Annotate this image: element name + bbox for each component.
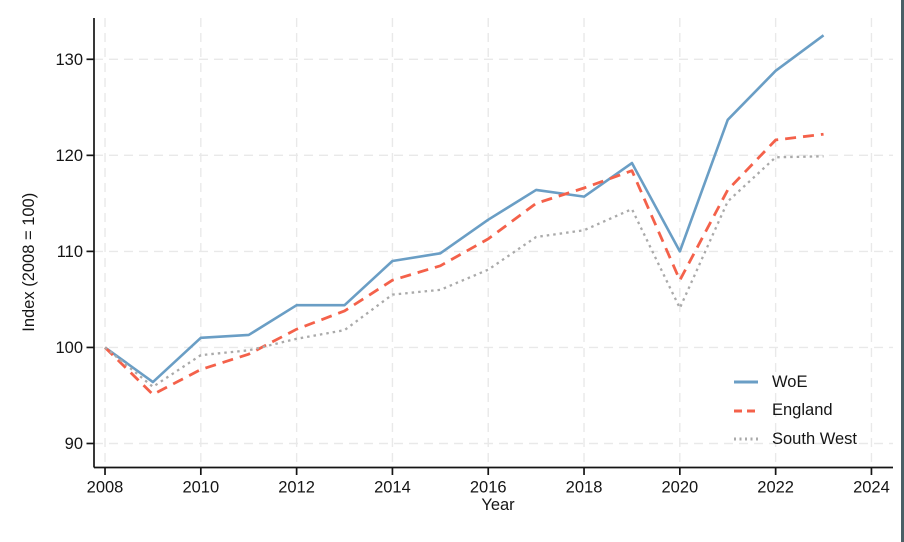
legend-item-south-west: South West [733,425,857,454]
x-tick-label-2020: 2020 [661,479,698,497]
legend-swatch-dashed-line-icon [734,409,758,413]
series-line-england [104,132,824,396]
series-line-woe [104,34,825,384]
x-tick-label-2016: 2016 [470,479,507,497]
x-tick-label-2024: 2024 [853,479,890,497]
y-tick-label-130: 130 [55,51,83,69]
page-right-edge-bar [901,0,904,542]
legend-label-south-west: South West [772,429,857,448]
y-tick-label-90: 90 [65,435,83,453]
legend-item-england: England [733,397,857,426]
y-tick-label-100: 100 [55,339,83,357]
x-tick-label-2012: 2012 [278,479,315,497]
legend-swatch-dotted-line-icon [734,437,758,441]
x-tick-label-2010: 2010 [182,479,219,497]
legend-swatch-solid-line-icon [734,380,758,384]
legend: WoE England South West [733,368,857,454]
x-tick-label-2022: 2022 [757,479,794,497]
y-tick-label-120: 120 [55,147,83,165]
y-axis-title: Index (2008 = 100) [19,192,38,332]
legend-item-woe: WoE [733,368,857,397]
x-tick-label-2014: 2014 [374,479,411,497]
x-tick-label-2008: 2008 [87,479,124,497]
legend-label-england: England [772,401,833,420]
x-axis-title: Year [481,496,515,514]
series-line-south-west [104,155,824,388]
legend-label-woe: WoE [772,372,808,391]
y-tick-label-110: 110 [57,243,83,261]
x-tick-label-2018: 2018 [566,479,603,497]
